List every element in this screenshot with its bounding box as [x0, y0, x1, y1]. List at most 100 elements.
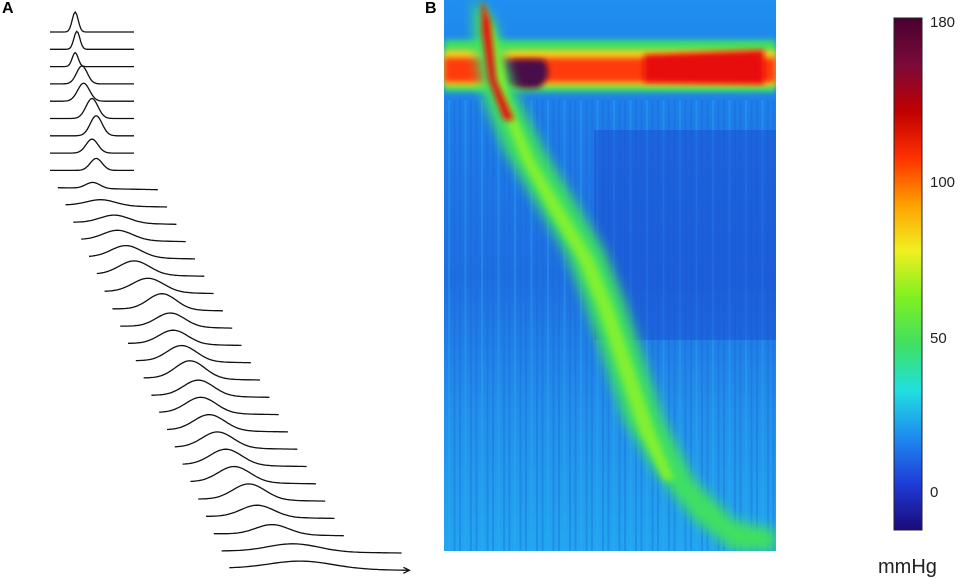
heatmap-texture-stripe [508, 100, 511, 551]
colorbar-tick-180: 180 [930, 14, 956, 31]
pressure-trace [50, 115, 134, 137]
pressure-trace [50, 65, 134, 85]
heatmap-texture-stripe [679, 100, 681, 551]
pressure-trace [174, 431, 298, 450]
heatmap-texture-stripe [591, 100, 593, 551]
heatmap-texture-stripe [695, 100, 698, 551]
heatmap-texture-stripe [448, 100, 450, 551]
heatmap-texture-stripe [662, 100, 665, 551]
heatmap-texture-stripe [486, 100, 489, 551]
heatmap-texture-stripe [574, 100, 577, 551]
heatmap-texture-stripe [712, 100, 714, 551]
heatmap-texture-stripe [536, 100, 538, 551]
pressure-trace [182, 448, 307, 468]
heatmap-texture-stripe [514, 100, 516, 551]
heatmap-texture-stripe [503, 100, 505, 551]
pressure-trace-stack [50, 10, 411, 574]
peristaltic-wave-peak [482, 0, 514, 120]
heatmap-texture-stripe [717, 100, 720, 551]
heatmap-texture-stripe [745, 100, 747, 551]
pressure-trace [57, 181, 158, 191]
heatmap-texture-stripe [470, 100, 472, 551]
pressure-trace [65, 199, 168, 208]
heatmap-texture-stripe [734, 100, 736, 551]
colorbar-gradient [893, 17, 923, 531]
heatmap-texture-stripe [530, 100, 533, 551]
heatmap-texture-stripe [673, 100, 676, 551]
heatmap-texture-stripe [492, 100, 494, 551]
pressure-trace [213, 523, 344, 537]
heatmap-texture-stripe [706, 100, 709, 551]
pressure-trace [50, 10, 134, 33]
pressure-trace [73, 214, 177, 225]
heatmap-texture-stripe [475, 100, 478, 551]
heatmap-texture-stripe [563, 100, 566, 551]
heatmap-texture-stripe [547, 100, 549, 551]
heatmap-texture-stripe [481, 100, 483, 551]
peristaltic-wave-inner [482, 0, 674, 480]
pressure-trace [159, 396, 279, 416]
pressure-trace [198, 483, 326, 502]
pressure-trace [112, 293, 223, 312]
heatmap-texture-stripe [728, 100, 731, 551]
pressure-trace [50, 51, 134, 68]
pressure-trace [143, 360, 261, 381]
heatmap-texture-stripe [580, 100, 582, 551]
heatmap-texture-stripe [569, 100, 571, 551]
pressure-trace [120, 312, 233, 329]
pressure-topography-heatmap [444, 0, 776, 551]
panel-b-label: B [425, 0, 437, 17]
colorbar-tick-0: 0 [930, 484, 939, 501]
heatmap-texture-stripe [464, 100, 467, 551]
heatmap-texture-stripe [635, 100, 637, 551]
pressure-trace [221, 543, 402, 554]
pressure-trace [128, 329, 242, 347]
heatmap-texture [448, 100, 776, 551]
pressure-trace [229, 560, 410, 571]
pressure-trace [190, 465, 316, 485]
heatmap-texture-stripe [750, 100, 753, 551]
colorbar [893, 17, 923, 531]
heatmap-texture-stripe [519, 100, 522, 551]
pressure-trace [81, 229, 186, 243]
heatmap-texture-stripe [761, 100, 764, 551]
heatmap-texture-stripe [690, 100, 692, 551]
trace-arrow [403, 566, 411, 574]
sphincter-band-right [644, 50, 764, 84]
heatmap-texture-stripe [756, 100, 758, 551]
heatmap-texture-stripe [552, 100, 555, 551]
heatmap-texture-stripe [459, 100, 461, 551]
heatmap-texture-stripe [684, 100, 687, 551]
heatmap-texture-stripe [767, 100, 769, 551]
heatmap-texture-stripe [525, 100, 527, 551]
colorbar-unit-label: mmHg [878, 556, 937, 578]
pressure-trace [50, 30, 134, 50]
pressure-trace [104, 277, 214, 295]
heatmap-texture-stripe [541, 100, 544, 551]
panel-a-label: A [2, 0, 14, 17]
heatmap-texture-stripe [668, 100, 670, 551]
pressure-trace [50, 157, 134, 172]
heatmap-texture-stripe [772, 100, 775, 551]
heatmap-texture-stripe [646, 100, 648, 551]
heatmap-texture-stripe [585, 100, 588, 551]
heatmap-texture-stripe [701, 100, 703, 551]
pressure-trace [206, 504, 335, 520]
heatmap-texture-stripe [497, 100, 500, 551]
heatmap-texture-stripe [657, 100, 659, 551]
heatmap-texture-stripe [723, 100, 725, 551]
pressure-trace [88, 244, 195, 260]
colorbar-tick-100: 100 [930, 174, 956, 191]
heatmap-texture-stripe [651, 100, 654, 551]
heatmap-texture-stripe [453, 100, 456, 551]
pressure-trace [50, 138, 134, 154]
pressure-trace [50, 97, 134, 120]
pressure-trace [135, 344, 251, 364]
pressure-trace [50, 82, 134, 102]
pressure-trace [151, 379, 270, 398]
sphincter-band-peak [504, 59, 548, 89]
pressure-trace [166, 413, 288, 433]
heatmap-texture-stripe [640, 100, 643, 551]
pressure-trace [96, 260, 205, 277]
heatmap-texture-stripe [558, 100, 560, 551]
